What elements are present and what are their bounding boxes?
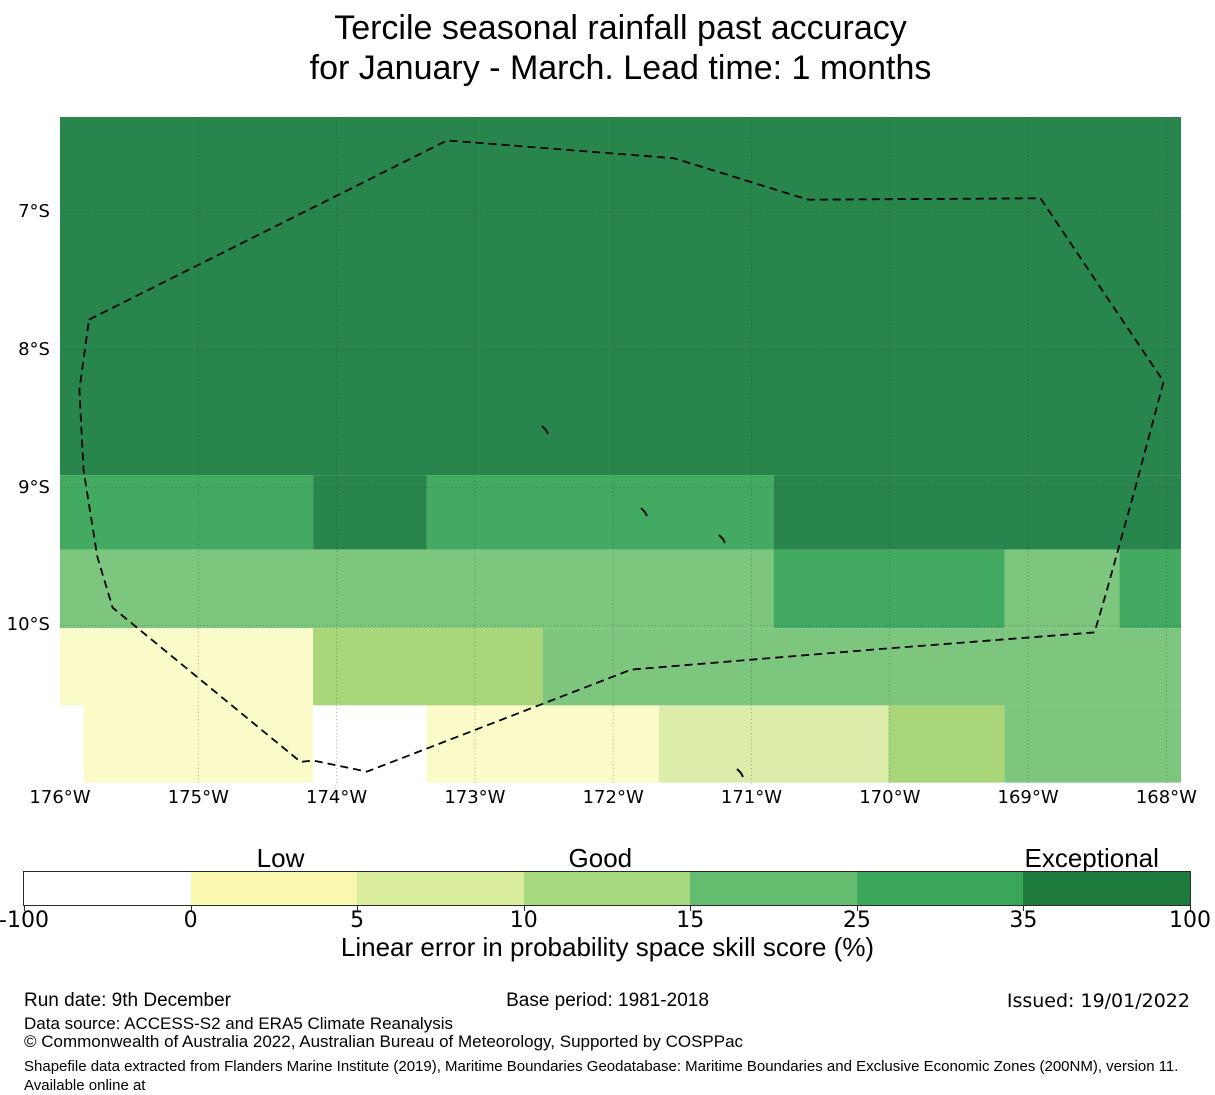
colorbar-segment xyxy=(24,872,191,905)
map-cell xyxy=(60,628,314,706)
colorbar-tickmark xyxy=(1023,905,1025,911)
colorbar-segment xyxy=(1023,872,1190,905)
y-tick-label: 9°S xyxy=(18,476,50,498)
map-canvas xyxy=(60,117,1182,783)
x-tick-label: 171°W xyxy=(720,787,783,808)
colorbar-tick-label: 35 xyxy=(1009,908,1038,933)
shapefile-attribution: Shapefile data extracted from Flanders M… xyxy=(24,1057,1204,1095)
colorbar-tickmark xyxy=(690,905,692,911)
island-mark xyxy=(718,534,726,544)
colorbar-tick-label: 0 xyxy=(183,908,198,933)
colorbar xyxy=(23,871,1191,906)
x-tick-label: 175°W xyxy=(167,787,229,808)
x-tick-label: 169°W xyxy=(997,787,1059,808)
x-tick-label: 174°W xyxy=(306,787,368,808)
map-cell xyxy=(773,475,1182,550)
colorbar-tickmark xyxy=(856,905,858,911)
colorbar-tick-label: 5 xyxy=(350,908,365,933)
copyright-text: © Commonwealth of Australia 2022, Austra… xyxy=(24,1032,744,1051)
data-source-text: Data source: ACCESS-S2 and ERA5 Climate … xyxy=(24,1014,453,1033)
colorbar-tickmark xyxy=(1190,905,1191,911)
x-tick-label: 172°W xyxy=(582,787,644,808)
map-cell xyxy=(60,705,84,783)
colorbar-tick-label: 10 xyxy=(509,908,538,933)
map-cell xyxy=(60,117,1182,476)
y-tick-label: 7°S xyxy=(18,201,50,223)
colorbar-tick-label: 25 xyxy=(842,908,871,933)
map-area xyxy=(60,117,1182,783)
issued-date-text: Issued: 19/01/2022 xyxy=(1006,990,1190,1012)
colorbar-caption: Linear error in probability space skill … xyxy=(340,932,875,962)
shapefile-line1: Shapefile data extracted from Flanders M… xyxy=(24,1058,1179,1094)
colorbar-category-label: Exceptional xyxy=(1024,843,1159,873)
colorbar-tick-label: 100 xyxy=(1169,908,1211,933)
island-mark xyxy=(640,507,648,517)
x-tick-label: 170°W xyxy=(859,787,921,808)
y-tick-label: 8°S xyxy=(18,338,50,360)
colorbar-category-label: Good xyxy=(568,843,633,873)
colorbar-tickmark xyxy=(523,905,525,911)
chart-title: Tercile seasonal rainfall past accuracy … xyxy=(60,8,1181,88)
x-tick-label: 168°W xyxy=(1135,787,1197,808)
x-tick-label: 176°W xyxy=(29,787,91,808)
colorbar-segment xyxy=(523,872,691,905)
map-cell xyxy=(1004,705,1182,783)
eez-boundary xyxy=(78,139,1165,773)
colorbar-tickmark xyxy=(24,905,25,911)
colorbar-tick-label: 15 xyxy=(676,908,705,933)
colorbar-category-label: Low xyxy=(256,843,305,873)
run-date-text: Run date: 9th December xyxy=(24,990,232,1011)
colorbar-tickmark xyxy=(357,905,359,911)
colorbar-segment xyxy=(190,872,358,905)
colorbar-tickmark xyxy=(190,905,192,911)
island-mark xyxy=(541,425,549,435)
map-cell xyxy=(888,705,1005,783)
map-cell xyxy=(83,705,314,783)
colorbar-segment xyxy=(357,872,524,905)
chart-title-line2: for January - March. Lead time: 1 months xyxy=(309,49,932,87)
map-cell xyxy=(426,475,774,550)
island-mark xyxy=(736,768,744,778)
colorbar-segment xyxy=(856,872,1024,905)
map-cell xyxy=(60,475,314,550)
map-cell xyxy=(1119,549,1182,629)
map-cell xyxy=(313,628,543,706)
base-period-text: Base period: 1981-2018 xyxy=(506,990,709,1011)
map-cell xyxy=(542,628,1182,706)
map-cell xyxy=(658,705,889,783)
colorbar-segment xyxy=(690,872,857,905)
map-cell xyxy=(60,549,774,629)
map-cell xyxy=(313,475,427,550)
map-cell xyxy=(426,705,659,783)
chart-title-line1: Tercile seasonal rainfall past accuracy xyxy=(334,9,907,47)
x-tick-label: 173°W xyxy=(444,787,506,808)
map-cell xyxy=(773,549,1005,629)
colorbar-tick-label: -100 xyxy=(0,908,49,933)
map-cell xyxy=(1004,549,1120,629)
y-tick-label: 10°S xyxy=(6,614,50,636)
